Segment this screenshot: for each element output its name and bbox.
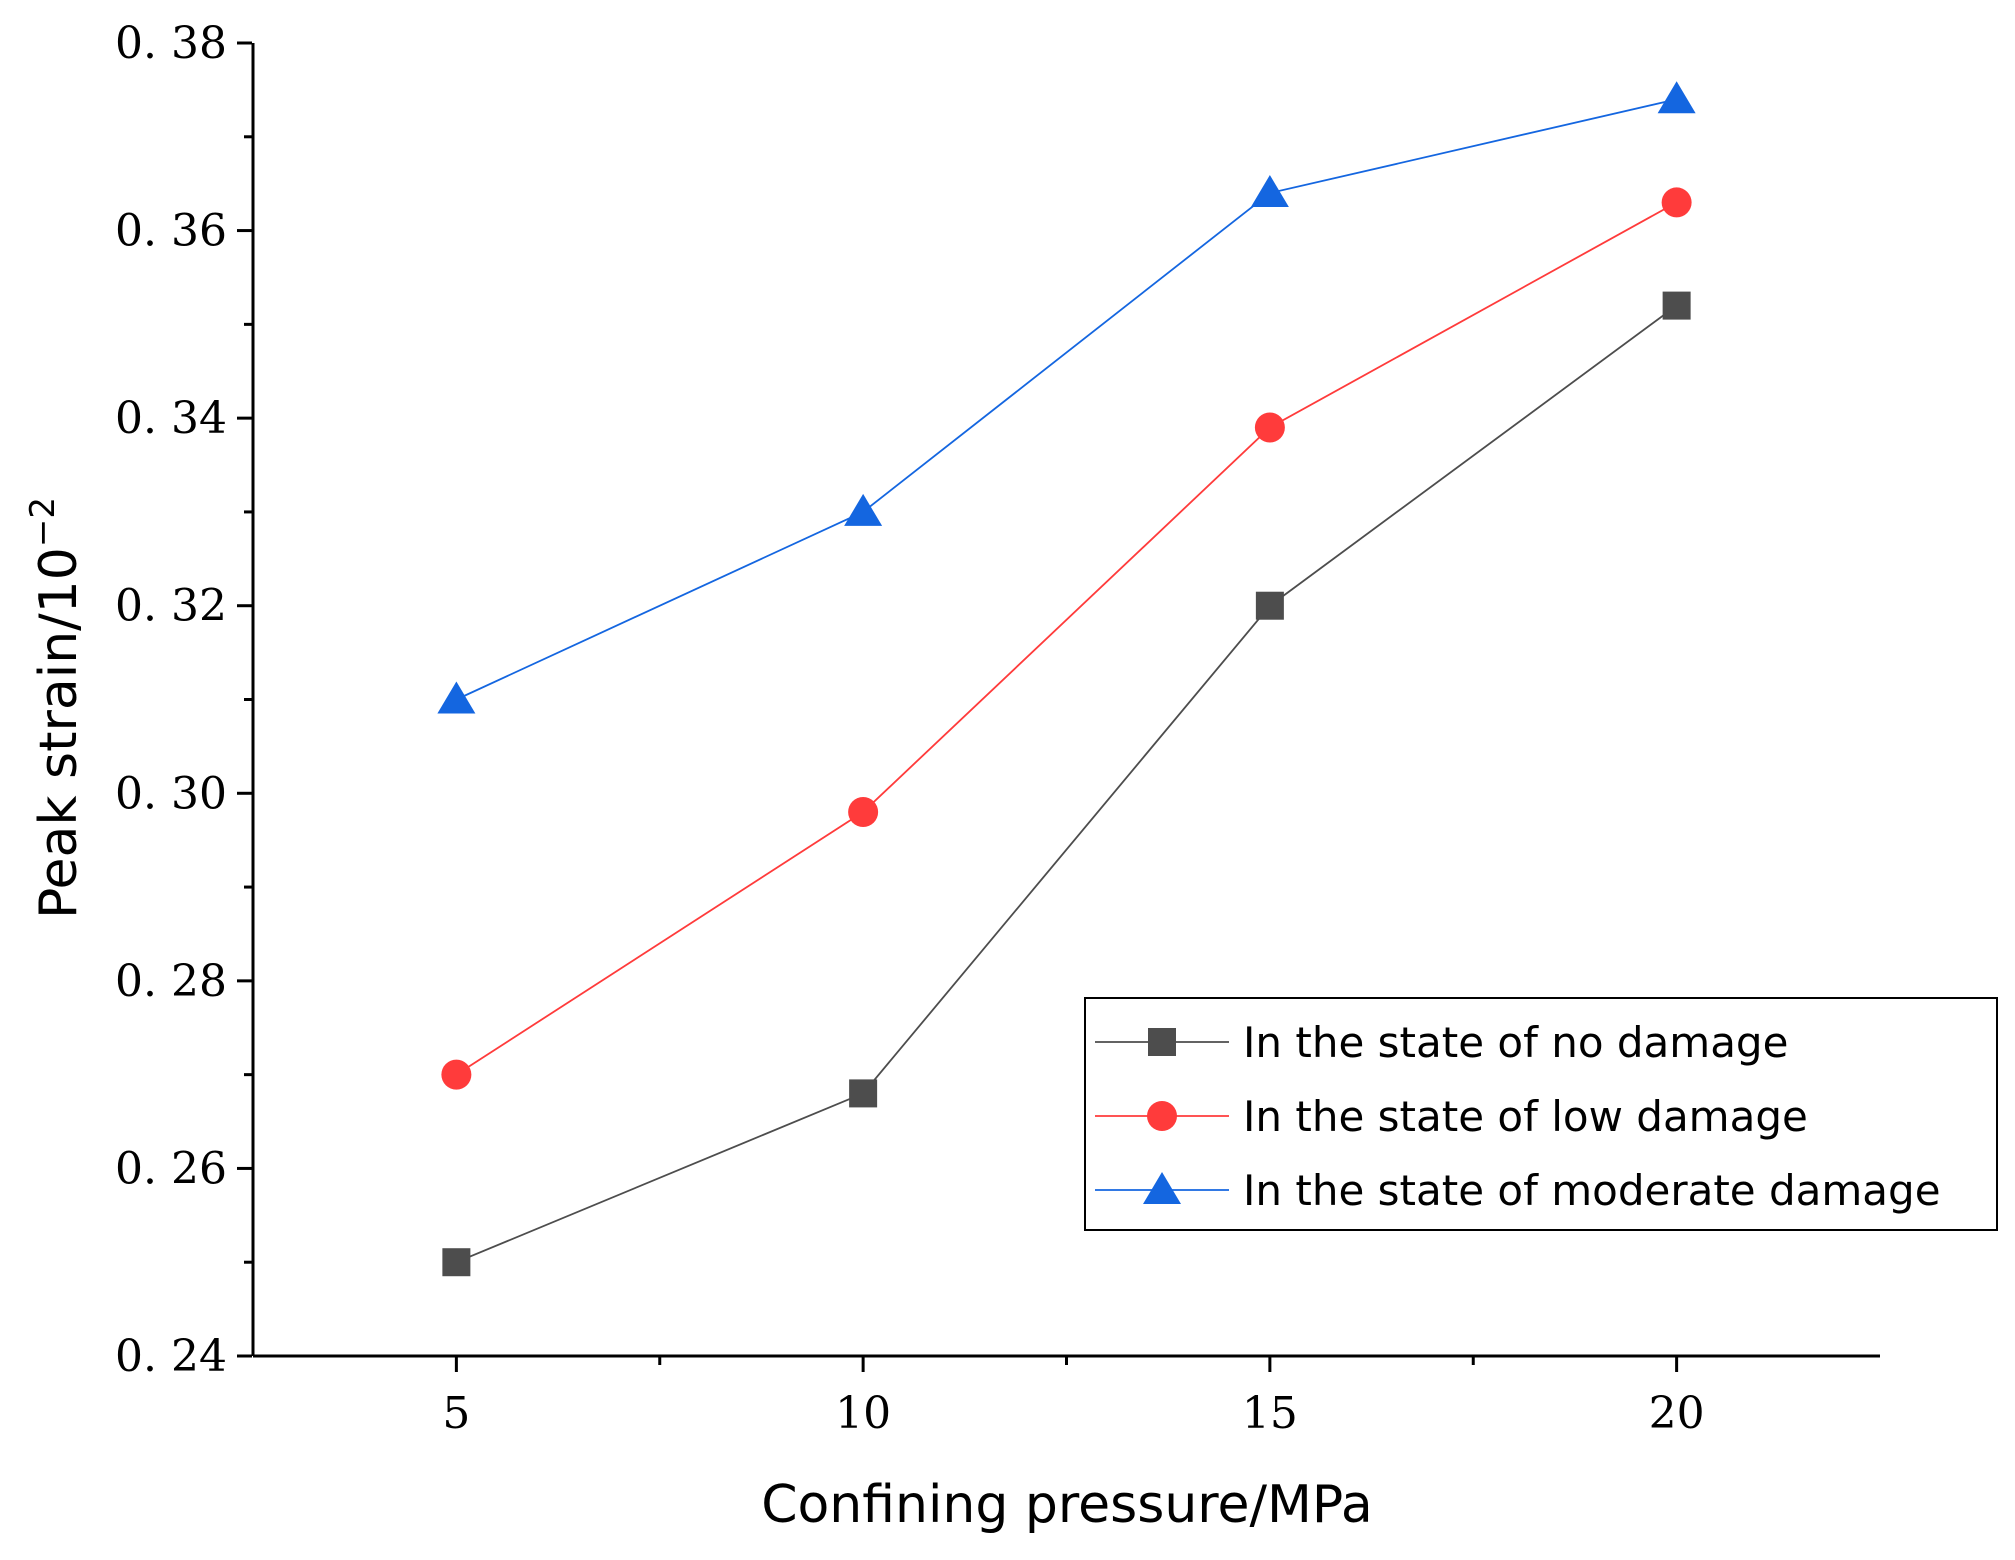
y-axis-title: Peak strain/10−2 (23, 497, 89, 919)
y-tick-label: 0. 34 (115, 393, 227, 444)
series-square (442, 291, 1691, 1277)
data-point-circle (441, 1059, 472, 1090)
legend-marker-triangle (1143, 1172, 1181, 1204)
data-point-circle (1254, 412, 1285, 443)
axes: 0. 24 0. 26 0. 28 0. 30 0. 32 0. 34 0. 36 0. 38… (115, 18, 1880, 1439)
series-triangle (437, 81, 1696, 714)
data-point-triangle (437, 681, 476, 714)
data-point-square (849, 1079, 878, 1108)
x-tick-label: 15 (1242, 1388, 1298, 1439)
x-tick-label: 5 (442, 1388, 470, 1439)
y-axis-title-exponent: −2 (23, 497, 63, 547)
x-tick-label: 20 (1649, 1388, 1705, 1439)
x-tick-label: 10 (835, 1388, 891, 1439)
y-axis-title-base: Peak strain/10 (29, 547, 89, 919)
y-tick-label: 0. 28 (115, 956, 227, 1007)
legend: In the state of no damage In the state of… (1084, 997, 1998, 1231)
series-line (455, 98, 1677, 701)
legend-marker-circle (1147, 1101, 1177, 1131)
y-tick-label: 0. 30 (115, 768, 227, 819)
series-layer (437, 81, 1696, 1277)
data-point-square (442, 1248, 471, 1277)
data-point-circle (1661, 187, 1692, 218)
y-tick-label: 0. 26 (115, 1143, 227, 1194)
data-point-square (1662, 291, 1691, 320)
series-line (456, 304, 1678, 1264)
y-tick-label: 0. 32 (115, 581, 227, 632)
data-point-circle (848, 797, 879, 828)
series-circle (441, 187, 1692, 1090)
legend-label: In the state of moderate damage (1243, 1166, 1941, 1215)
y-tick-label: 0. 24 (115, 1331, 227, 1382)
x-axis-title: Confining pressure/MPa (761, 1475, 1373, 1535)
legend-label: In the state of low damage (1243, 1092, 1808, 1141)
y-tick-label: 0. 36 (115, 206, 227, 257)
data-point-square (1255, 591, 1284, 620)
data-point-triangle (844, 493, 883, 526)
y-tick-label: 0. 38 (115, 18, 227, 69)
data-point-triangle (1657, 81, 1696, 114)
legend-marker-square (1148, 1028, 1176, 1056)
legend-label: In the state of no damage (1243, 1018, 1788, 1067)
legend-box (1084, 997, 1998, 1231)
data-point-triangle (1250, 175, 1289, 208)
series-line (455, 201, 1678, 1076)
